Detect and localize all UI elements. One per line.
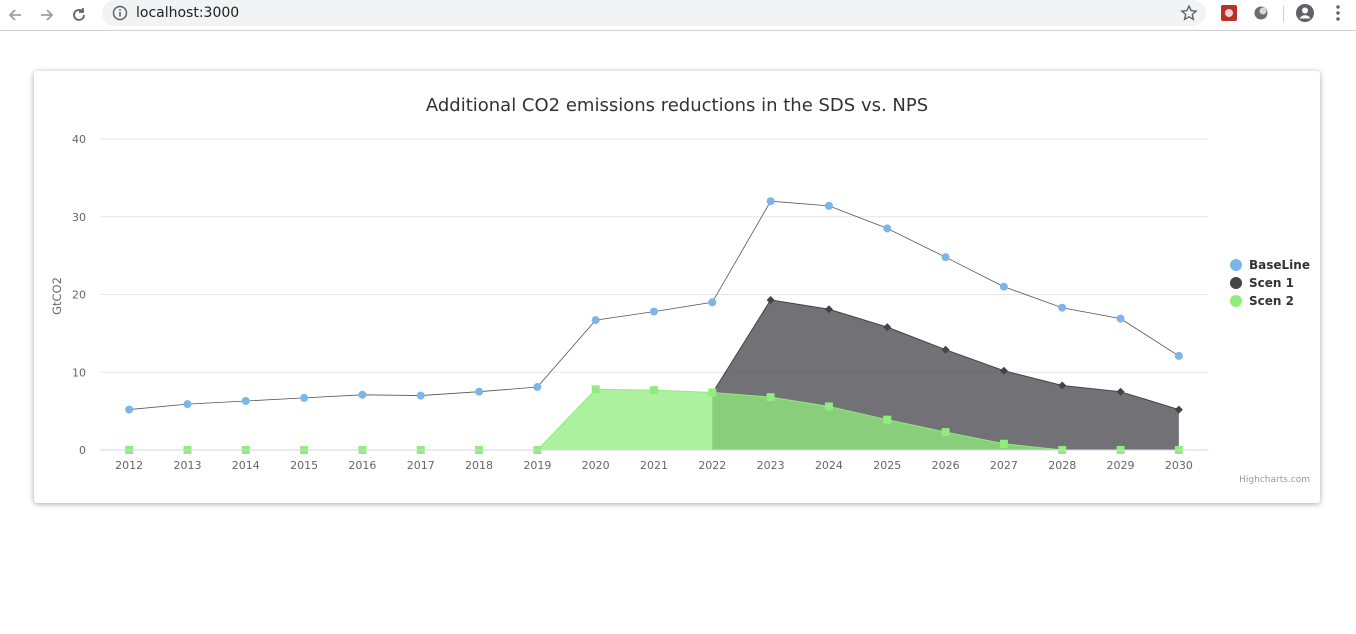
data-point-baseline[interactable] <box>125 405 134 414</box>
account-icon[interactable] <box>1295 3 1315 23</box>
x-tick-label: 2024 <box>815 459 843 472</box>
x-tick-label: 2025 <box>873 459 901 472</box>
grid-lines <box>100 138 1208 373</box>
y-tick-label: 20 <box>72 289 86 302</box>
legend: BaseLine Scen 1 Scen 2 <box>1230 258 1310 308</box>
y-tick-label: 10 <box>72 366 86 379</box>
data-point-scen1[interactable] <box>1116 387 1125 396</box>
data-point-baseline[interactable] <box>708 298 717 307</box>
x-tick-label: 2017 <box>407 459 435 472</box>
data-point-scen1[interactable] <box>766 295 775 304</box>
legend-item[interactable]: Scen 2 <box>1249 294 1294 308</box>
data-point-baseline[interactable] <box>241 397 250 406</box>
x-tick-label: 2012 <box>115 459 143 472</box>
data-point-scen2[interactable] <box>941 428 950 437</box>
data-point-baseline[interactable] <box>475 387 484 396</box>
x-tick-label: 2023 <box>757 459 785 472</box>
extension-icon[interactable] <box>1219 3 1239 23</box>
data-point-baseline[interactable] <box>766 197 775 206</box>
address-bar[interactable] <box>102 0 1206 26</box>
data-point-baseline[interactable] <box>591 316 600 325</box>
series-area-scen-2 <box>129 389 1179 450</box>
data-point-baseline[interactable] <box>1058 303 1067 312</box>
x-tick-label: 2021 <box>640 459 668 472</box>
data-point-scen2[interactable] <box>883 415 892 424</box>
toolbar-divider <box>1283 6 1284 22</box>
data-point-baseline[interactable] <box>1116 314 1125 323</box>
back-arrow-icon[interactable] <box>4 4 26 26</box>
data-point-baseline[interactable] <box>941 253 950 262</box>
x-tick-label: 2028 <box>1048 459 1076 472</box>
url-text[interactable]: localhost:3000 <box>136 5 240 21</box>
x-tick-label: 2030 <box>1165 459 1193 472</box>
legend-item[interactable]: Scen 1 <box>1249 276 1294 290</box>
x-tick-label: 2014 <box>232 459 260 472</box>
x-tick-label: 2013 <box>173 459 201 472</box>
legend-symbol <box>1230 259 1242 271</box>
info-icon[interactable] <box>112 5 128 21</box>
legend-symbol <box>1230 295 1242 307</box>
data-point-scen2[interactable] <box>591 385 600 394</box>
extension-icon[interactable] <box>1251 3 1271 23</box>
credits-link[interactable]: Highcharts.com <box>1239 475 1310 485</box>
menu-icon[interactable] <box>1328 3 1348 23</box>
x-tick-label: 2019 <box>523 459 551 472</box>
x-tick-label: 2026 <box>932 459 960 472</box>
legend-item[interactable]: BaseLine <box>1249 258 1310 272</box>
x-tick-label: 2016 <box>348 459 376 472</box>
forward-arrow-icon[interactable] <box>36 4 58 26</box>
data-point-scen2[interactable] <box>650 386 658 395</box>
data-point-baseline[interactable] <box>999 282 1008 291</box>
data-point-baseline[interactable] <box>883 224 892 233</box>
chart-title: Additional CO2 emissions reductions in t… <box>426 95 928 116</box>
data-point-scen2[interactable] <box>824 402 833 411</box>
data-point-scen2[interactable] <box>999 439 1008 448</box>
x-axis-ticks: 2012 2013 2014 2015 2016 2017 2018 2019 2020 2021… <box>115 459 1193 472</box>
y-tick-label: 30 <box>72 211 86 224</box>
data-point-baseline[interactable] <box>650 307 658 316</box>
y-axis-title: GtCO2 <box>50 277 64 315</box>
x-tick-label: 2015 <box>290 459 318 472</box>
x-tick-label: 2022 <box>698 459 726 472</box>
data-point-scen2[interactable] <box>708 388 717 397</box>
reload-icon[interactable] <box>68 4 90 26</box>
chart-card: 0 10 20 30 40 2012 2013 2014 2015 2016 2017 2018 20… <box>34 71 1320 503</box>
data-point-scen1[interactable] <box>824 305 833 314</box>
data-point-baseline[interactable] <box>1174 351 1183 360</box>
data-point-baseline[interactable] <box>300 393 309 402</box>
x-tick-label: 2020 <box>582 459 610 472</box>
y-axis-ticks: 0 10 20 30 40 <box>72 133 86 457</box>
x-tick-label: 2029 <box>1107 459 1135 472</box>
data-point-baseline[interactable] <box>416 391 425 400</box>
y-tick-label: 40 <box>72 133 86 146</box>
data-point-scen1[interactable] <box>941 345 950 354</box>
legend-symbol <box>1230 277 1242 289</box>
data-point-scen1[interactable] <box>1058 381 1067 390</box>
data-point-baseline[interactable] <box>533 383 542 392</box>
star-icon[interactable] <box>1179 3 1199 23</box>
data-point-scen1[interactable] <box>1174 405 1183 414</box>
x-tick-label: 2018 <box>465 459 493 472</box>
data-point-baseline[interactable] <box>358 390 367 399</box>
data-point-baseline[interactable] <box>183 400 192 409</box>
data-point-scen1[interactable] <box>883 323 892 332</box>
data-point-baseline[interactable] <box>824 201 833 210</box>
area-layer <box>129 299 1179 450</box>
data-point-scen1[interactable] <box>999 366 1008 375</box>
browser-toolbar: localhost:3000 <box>0 0 1356 31</box>
y-tick-label: 0 <box>79 444 86 457</box>
data-point-scen2[interactable] <box>766 393 775 402</box>
x-tick-label: 2027 <box>990 459 1018 472</box>
